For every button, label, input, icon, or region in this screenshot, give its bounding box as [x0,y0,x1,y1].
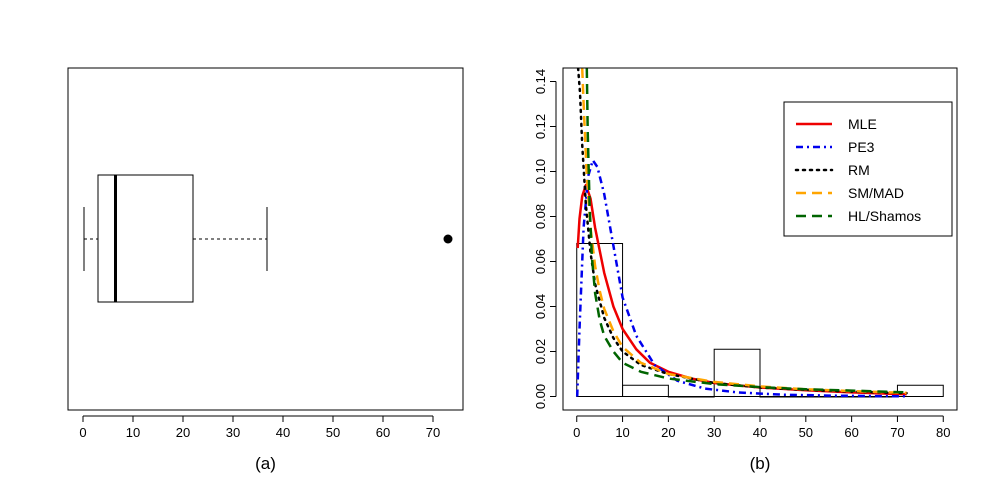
legend-label: PE3 [848,139,875,155]
series-line-hl-shamos [585,68,907,394]
y-tick-label: 0.04 [533,294,548,319]
x-tick-label: 30 [226,425,240,440]
y-tick-label: 0.14 [533,69,548,94]
y-tick-label: 0.02 [533,339,548,364]
legend-label: RM [848,162,870,178]
x-tick-label: 70 [890,425,904,440]
histogram-bar [667,396,715,398]
x-tick-label: 0 [573,425,580,440]
histogram-bar [713,348,761,397]
plot-frame [562,67,958,411]
legend-label: MLE [848,116,877,132]
x-tick-label: 30 [707,425,721,440]
y-tick-label: 0.12 [533,114,548,139]
legend: MLE PE3 RM SM/MAD HL/Shamos [783,101,953,237]
panel-label: (a) [255,454,276,473]
plot-frame [67,67,464,411]
histogram-bar [622,384,669,397]
density-curves [575,68,908,398]
panel-a-boxplot: 0 10 20 30 40 50 60 70 (a) [67,67,464,473]
x-tick-label: 20 [176,425,190,440]
histogram-bar [759,396,807,398]
x-tick-label: 80 [936,425,950,440]
x-tick-label: 40 [276,425,290,440]
x-tick-label: 20 [661,425,675,440]
x-tick-label: 50 [326,425,340,440]
y-tick-label: 0.08 [533,204,548,229]
x-tick-label: 70 [426,425,440,440]
legend-label: SM/MAD [848,185,904,201]
x-tick-label: 0 [79,425,86,440]
y-tick-label: 0.10 [533,159,548,184]
x-tick-label: 10 [126,425,140,440]
series-line-pe3 [575,159,907,398]
outlier-point [443,234,453,244]
panel-b-density-plot: 0 10 20 30 40 50 60 70 80 0.00 0.02 0.04 0.06 0.08 0.1… [533,67,958,473]
x-tick-label: 60 [844,425,858,440]
x-tick-label: 10 [615,425,629,440]
x-tick-label: 60 [376,425,390,440]
histogram-bar [576,243,624,397]
panel-label: (b) [750,454,771,473]
iqr-box [97,174,194,303]
x-tick-label: 40 [753,425,767,440]
y-tick-label: 0.00 [533,384,548,409]
y-tick-label: 0.06 [533,249,548,274]
x-tick-label: 50 [799,425,813,440]
legend-label: HL/Shamos [848,208,921,224]
